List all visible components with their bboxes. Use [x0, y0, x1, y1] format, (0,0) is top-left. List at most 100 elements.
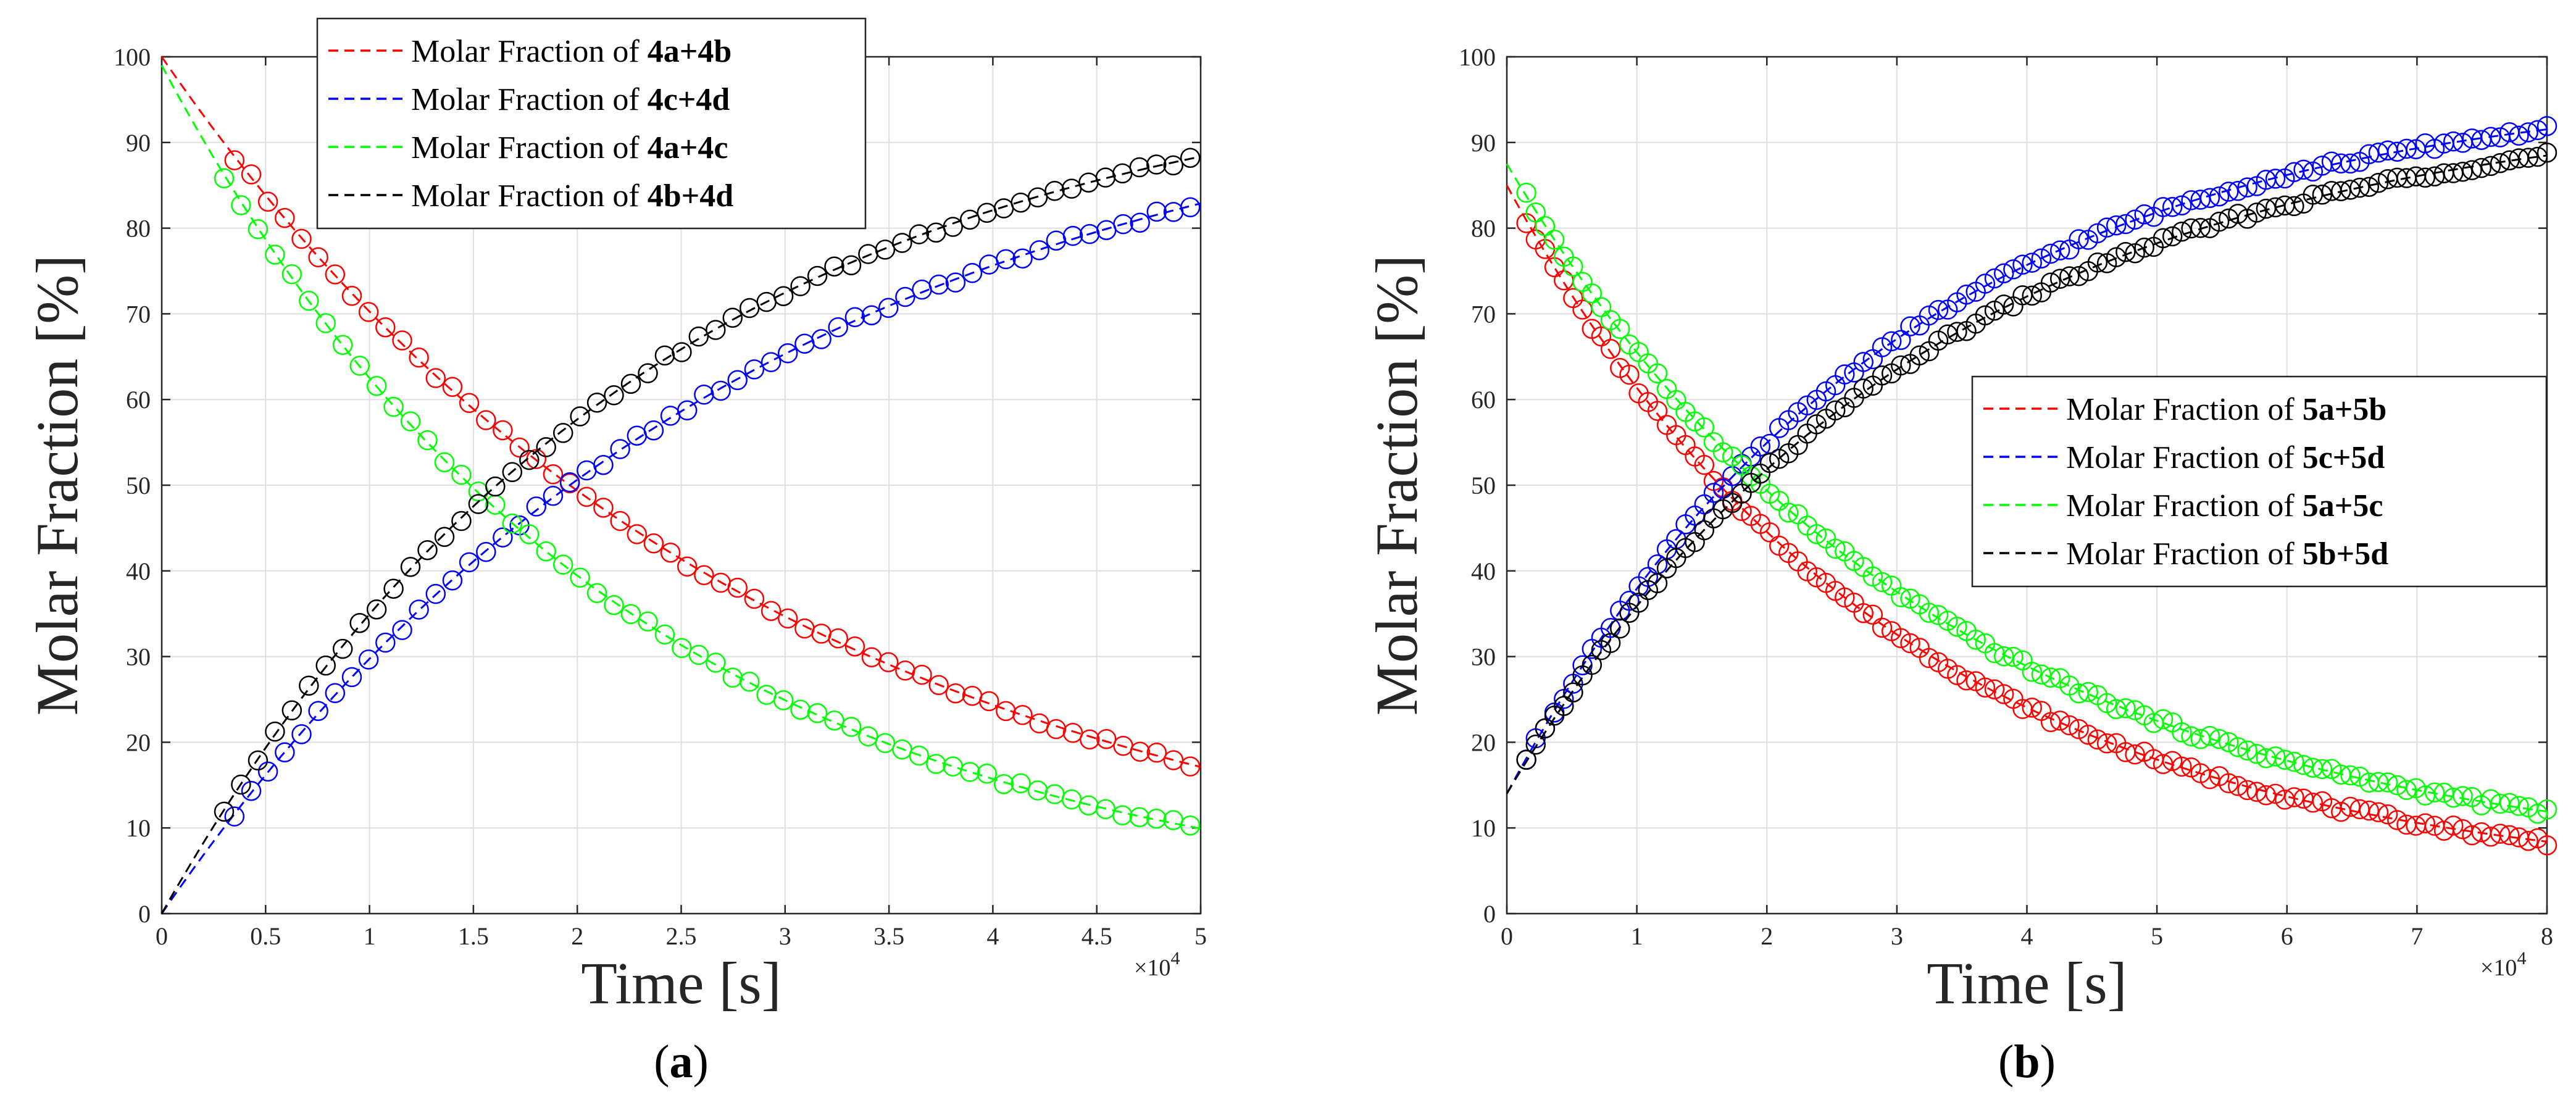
data-point [1975, 305, 1996, 326]
data-point [1797, 395, 1817, 415]
data-point [1619, 364, 1640, 385]
data-point [706, 652, 726, 673]
data-point [861, 305, 882, 325]
x-tick-label: 4 [2021, 922, 2033, 950]
data-point [281, 264, 302, 285]
data-point [214, 801, 235, 822]
data-point [1947, 322, 1967, 342]
data-point [366, 375, 387, 396]
x-tick-label: 2 [1761, 922, 1773, 950]
data-point [1975, 677, 1996, 698]
data-point [2022, 252, 2042, 273]
data-point [2518, 122, 2538, 143]
data-point [1163, 750, 1184, 770]
data-point [2115, 698, 2136, 719]
data-point [332, 638, 353, 659]
data-point [2106, 215, 2127, 236]
data-point [214, 168, 235, 189]
data-point [2453, 162, 2473, 182]
data-point [519, 524, 540, 544]
data-point [928, 274, 949, 295]
data-point [945, 272, 966, 293]
data-point [1044, 181, 1065, 201]
data-point [1180, 815, 1201, 836]
legend: Molar Fraction of 5a+5b Molar Fraction of… [1971, 375, 2548, 588]
data-point [2312, 185, 2333, 205]
data-point [2237, 740, 2257, 761]
data-point [1900, 633, 1920, 654]
data-point [620, 604, 641, 625]
data-point [425, 583, 446, 604]
data-point [552, 423, 573, 443]
data-point [2303, 185, 2324, 205]
data-point [459, 393, 480, 414]
x-tick-label: 3.5 [873, 922, 904, 950]
legend-entry-text: Molar Fraction of [411, 34, 648, 69]
data-point [2087, 252, 2108, 273]
data-point [2453, 786, 2473, 806]
data-point [1029, 240, 1049, 261]
x-tick-label: 0 [1501, 922, 1513, 950]
data-point [358, 649, 379, 670]
data-point [722, 307, 743, 328]
data-point [1900, 316, 1920, 336]
data-point [2293, 159, 2314, 180]
data-point [2172, 195, 2192, 216]
data-point [977, 764, 997, 784]
y-tick-label: 60 [1471, 386, 1496, 414]
legend-entry: Molar Fraction of 5a+5b [2066, 392, 2386, 427]
data-point [1525, 202, 1546, 223]
data-point [577, 486, 597, 507]
x-tick-label: 1 [1631, 922, 1643, 950]
data-point [1694, 417, 1715, 438]
y-tick-label: 30 [126, 643, 151, 671]
data-point [1112, 805, 1133, 826]
data-point [2209, 211, 2230, 232]
data-point [1011, 773, 1031, 794]
data-point [2321, 759, 2342, 779]
data-point [248, 750, 269, 771]
data-point [2219, 181, 2239, 202]
data-point [694, 385, 714, 405]
data-point [543, 464, 564, 485]
data-point [2115, 241, 2136, 262]
x-tick-label: 6 [2281, 922, 2293, 950]
data-point [485, 494, 506, 515]
legend-entry: Molar Fraction of 5b+5d [2066, 536, 2388, 572]
data-point [1046, 719, 1067, 740]
data-point [892, 233, 912, 253]
data-point [577, 460, 597, 481]
data-point [1061, 789, 1082, 810]
data-point [1975, 273, 1996, 294]
data-point [996, 701, 1016, 722]
data-point [996, 249, 1016, 270]
data-point [1516, 213, 1536, 233]
panel-label: (b) [1998, 1036, 2056, 1088]
data-point [761, 352, 782, 372]
data-point [1012, 248, 1033, 269]
data-point [526, 496, 547, 517]
data-point [1554, 270, 1574, 291]
data-point [773, 690, 794, 711]
data-point [519, 449, 540, 470]
data-point [434, 527, 455, 548]
data-point [756, 685, 777, 705]
data-point [231, 195, 251, 215]
data-point [2172, 222, 2192, 242]
data-point [570, 567, 590, 588]
data-point [1572, 272, 1593, 293]
data-point [828, 628, 848, 649]
data-point [744, 359, 765, 380]
x-tick-label: 8 [2541, 922, 2553, 950]
data-point [409, 348, 429, 368]
x-tick-label: 1.5 [458, 922, 489, 950]
panel-label-open: ( [654, 1036, 669, 1088]
data-point [945, 683, 966, 704]
data-point [2022, 698, 2042, 718]
data-point [875, 240, 896, 260]
data-point [943, 756, 963, 777]
fit-line [1506, 128, 2548, 794]
data-point [688, 326, 709, 347]
data-point [366, 599, 387, 620]
data-point [727, 370, 748, 391]
